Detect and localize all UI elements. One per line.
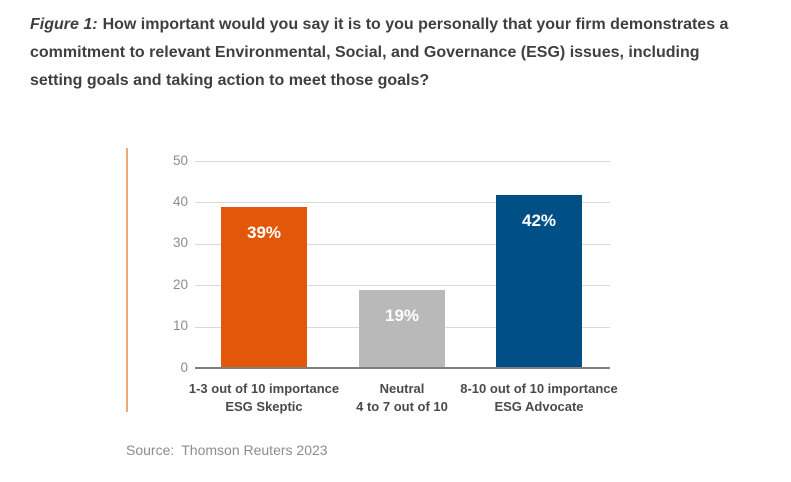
- source-text: Thomson Reuters 2023: [181, 442, 328, 458]
- figure-question: How important would you say it is to you…: [30, 16, 729, 89]
- y-tick-label-10: 10: [172, 318, 188, 334]
- gridline-50: [195, 161, 610, 162]
- category-line2-esg-skeptic: ESG Skeptic: [225, 399, 303, 414]
- bar-esg-advocate: 42%: [496, 194, 582, 368]
- figure-label: Figure 1:: [30, 16, 98, 33]
- gridline-20: [195, 285, 610, 287]
- source-note: Source: Thomson Reuters 2023: [126, 442, 328, 458]
- y-tick-label-30: 30: [172, 235, 188, 251]
- category-label-esg-advocate: 8-10 out of 10 importance ESG Advocate: [429, 380, 649, 416]
- y-tick-label-20: 20: [172, 276, 188, 292]
- accent-line: [126, 148, 128, 412]
- category-label-neutral: Neutral 4 to 7 out of 10: [292, 380, 512, 416]
- bar-neutral: 19%: [359, 289, 445, 368]
- category-line2-neutral: 4 to 7 out of 10: [356, 399, 448, 414]
- y-tick-label-0: 0: [180, 359, 188, 375]
- y-tick-label-40: 40: [172, 193, 188, 209]
- gridline-30: [195, 243, 610, 245]
- bar-value-label-esg-skeptic: 39%: [246, 223, 282, 243]
- source-label: Source:: [126, 442, 175, 458]
- bar-value-label-esg-advocate: 42%: [521, 210, 557, 230]
- category-label-esg-skeptic: 1-3 out of 10 importance ESG Skeptic: [154, 380, 374, 416]
- bar-esg-skeptic: 39%: [221, 207, 307, 368]
- category-line1-esg-advocate: 8-10 out of 10 importance: [460, 381, 618, 396]
- category-line2-esg-advocate: ESG Advocate: [494, 399, 584, 414]
- gridline-40: [195, 202, 610, 204]
- bar-value-label-neutral: 19%: [384, 305, 420, 325]
- category-line1-neutral: Neutral: [379, 381, 425, 396]
- y-tick-label-50: 50: [172, 152, 188, 168]
- figure-title: Figure 1: How important would you say it …: [30, 11, 756, 95]
- category-line1-esg-skeptic: 1-3 out of 10 importance: [188, 381, 340, 396]
- x-axis-line: [195, 367, 610, 369]
